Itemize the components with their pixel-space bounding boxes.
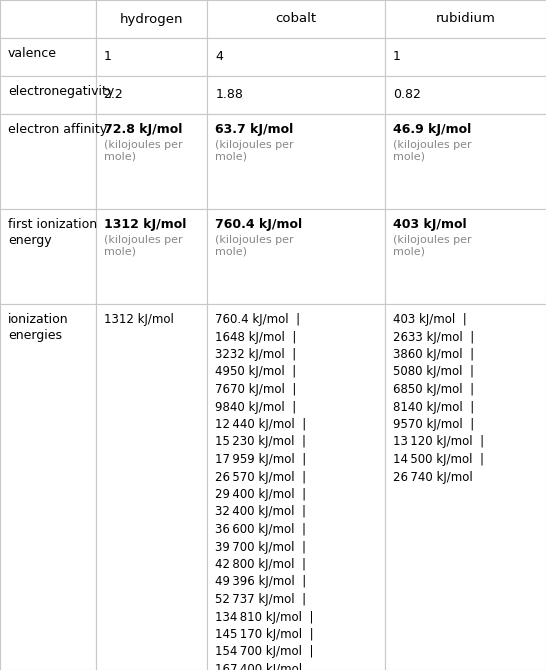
Text: 760.4 kJ/mol: 760.4 kJ/mol [216,218,302,231]
Text: 2633 kJ/mol  |: 2633 kJ/mol | [393,330,474,344]
Text: 46.9 kJ/mol: 46.9 kJ/mol [393,123,471,136]
Text: hydrogen: hydrogen [120,13,183,25]
Text: 3860 kJ/mol  |: 3860 kJ/mol | [393,348,474,361]
Text: 26 570 kJ/mol  |: 26 570 kJ/mol | [216,470,307,484]
Text: 63.7 kJ/mol: 63.7 kJ/mol [216,123,294,136]
Text: 1648 kJ/mol  |: 1648 kJ/mol | [216,330,297,344]
Text: 32 400 kJ/mol  |: 32 400 kJ/mol | [216,505,306,519]
Text: 3232 kJ/mol  |: 3232 kJ/mol | [216,348,296,361]
Text: 760.4 kJ/mol  |: 760.4 kJ/mol | [216,313,301,326]
Bar [207,304,385,670]
Text: 7670 kJ/mol  |: 7670 kJ/mol | [216,383,297,396]
Text: 1312 kJ/mol: 1312 kJ/mol [104,313,174,326]
Text: first ionization
energy: first ionization energy [8,218,97,247]
Bar [385,114,546,209]
Text: cobalt: cobalt [276,13,317,25]
Text: 52 737 kJ/mol  |: 52 737 kJ/mol | [216,593,307,606]
Text: 403 kJ/mol: 403 kJ/mol [393,218,466,231]
Bar [0,209,96,304]
Bar [0,114,96,209]
Bar [96,114,207,209]
Text: 39 700 kJ/mol  |: 39 700 kJ/mol | [216,541,306,553]
Text: (kilojoules per
mole): (kilojoules per mole) [393,140,472,161]
Bar [385,38,546,76]
Text: 2.2: 2.2 [104,88,123,101]
Text: valence: valence [8,47,57,60]
Text: 1: 1 [104,50,111,64]
Text: 1: 1 [393,50,401,64]
Bar [207,38,385,76]
Text: 26 740 kJ/mol: 26 740 kJ/mol [393,470,473,484]
Text: 154 700 kJ/mol  |: 154 700 kJ/mol | [216,645,314,659]
Text: (kilojoules per
mole): (kilojoules per mole) [393,235,472,257]
Text: 403 kJ/mol  |: 403 kJ/mol | [393,313,467,326]
Bar [0,304,96,670]
Text: 0.82: 0.82 [393,88,421,101]
Text: (kilojoules per
mole): (kilojoules per mole) [216,140,294,161]
Text: 167 400 kJ/mol: 167 400 kJ/mol [216,663,302,670]
Bar [207,76,385,114]
Bar [207,209,385,304]
Text: (kilojoules per
mole): (kilojoules per mole) [104,235,182,257]
Text: 15 230 kJ/mol  |: 15 230 kJ/mol | [216,436,306,448]
Text: 9570 kJ/mol  |: 9570 kJ/mol | [393,418,474,431]
Bar [207,0,385,38]
Text: 134 810 kJ/mol  |: 134 810 kJ/mol | [216,610,314,624]
Bar [0,76,96,114]
Text: 9840 kJ/mol  |: 9840 kJ/mol | [216,401,296,413]
Text: electron affinity: electron affinity [8,123,107,136]
Text: 4950 kJ/mol  |: 4950 kJ/mol | [216,366,296,379]
Text: 8140 kJ/mol  |: 8140 kJ/mol | [393,401,474,413]
Text: rubidium: rubidium [436,13,495,25]
Bar [385,0,546,38]
Bar [96,304,207,670]
Bar [96,0,207,38]
Text: 29 400 kJ/mol  |: 29 400 kJ/mol | [216,488,307,501]
Bar [207,114,385,209]
Text: 14 500 kJ/mol  |: 14 500 kJ/mol | [393,453,484,466]
Text: 49 396 kJ/mol  |: 49 396 kJ/mol | [216,576,307,588]
Text: (kilojoules per
mole): (kilojoules per mole) [104,140,182,161]
Text: 17 959 kJ/mol  |: 17 959 kJ/mol | [216,453,307,466]
Text: 1.88: 1.88 [216,88,244,101]
Text: 42 800 kJ/mol  |: 42 800 kJ/mol | [216,558,306,571]
Text: 36 600 kJ/mol  |: 36 600 kJ/mol | [216,523,306,536]
Text: 6850 kJ/mol  |: 6850 kJ/mol | [393,383,474,396]
Text: 4: 4 [216,50,223,64]
Bar [96,38,207,76]
Bar [385,304,546,670]
Text: 13 120 kJ/mol  |: 13 120 kJ/mol | [393,436,484,448]
Text: 145 170 kJ/mol  |: 145 170 kJ/mol | [216,628,314,641]
Bar [96,209,207,304]
Text: 5080 kJ/mol  |: 5080 kJ/mol | [393,366,474,379]
Text: ionization
energies: ionization energies [8,313,69,342]
Bar [385,76,546,114]
Text: 12 440 kJ/mol  |: 12 440 kJ/mol | [216,418,307,431]
Text: (kilojoules per
mole): (kilojoules per mole) [216,235,294,257]
Text: 1312 kJ/mol: 1312 kJ/mol [104,218,186,231]
Bar [96,76,207,114]
Bar [0,38,96,76]
Bar [0,0,96,38]
Bar [385,209,546,304]
Text: 72.8 kJ/mol: 72.8 kJ/mol [104,123,182,136]
Text: electronegativity: electronegativity [8,85,114,98]
